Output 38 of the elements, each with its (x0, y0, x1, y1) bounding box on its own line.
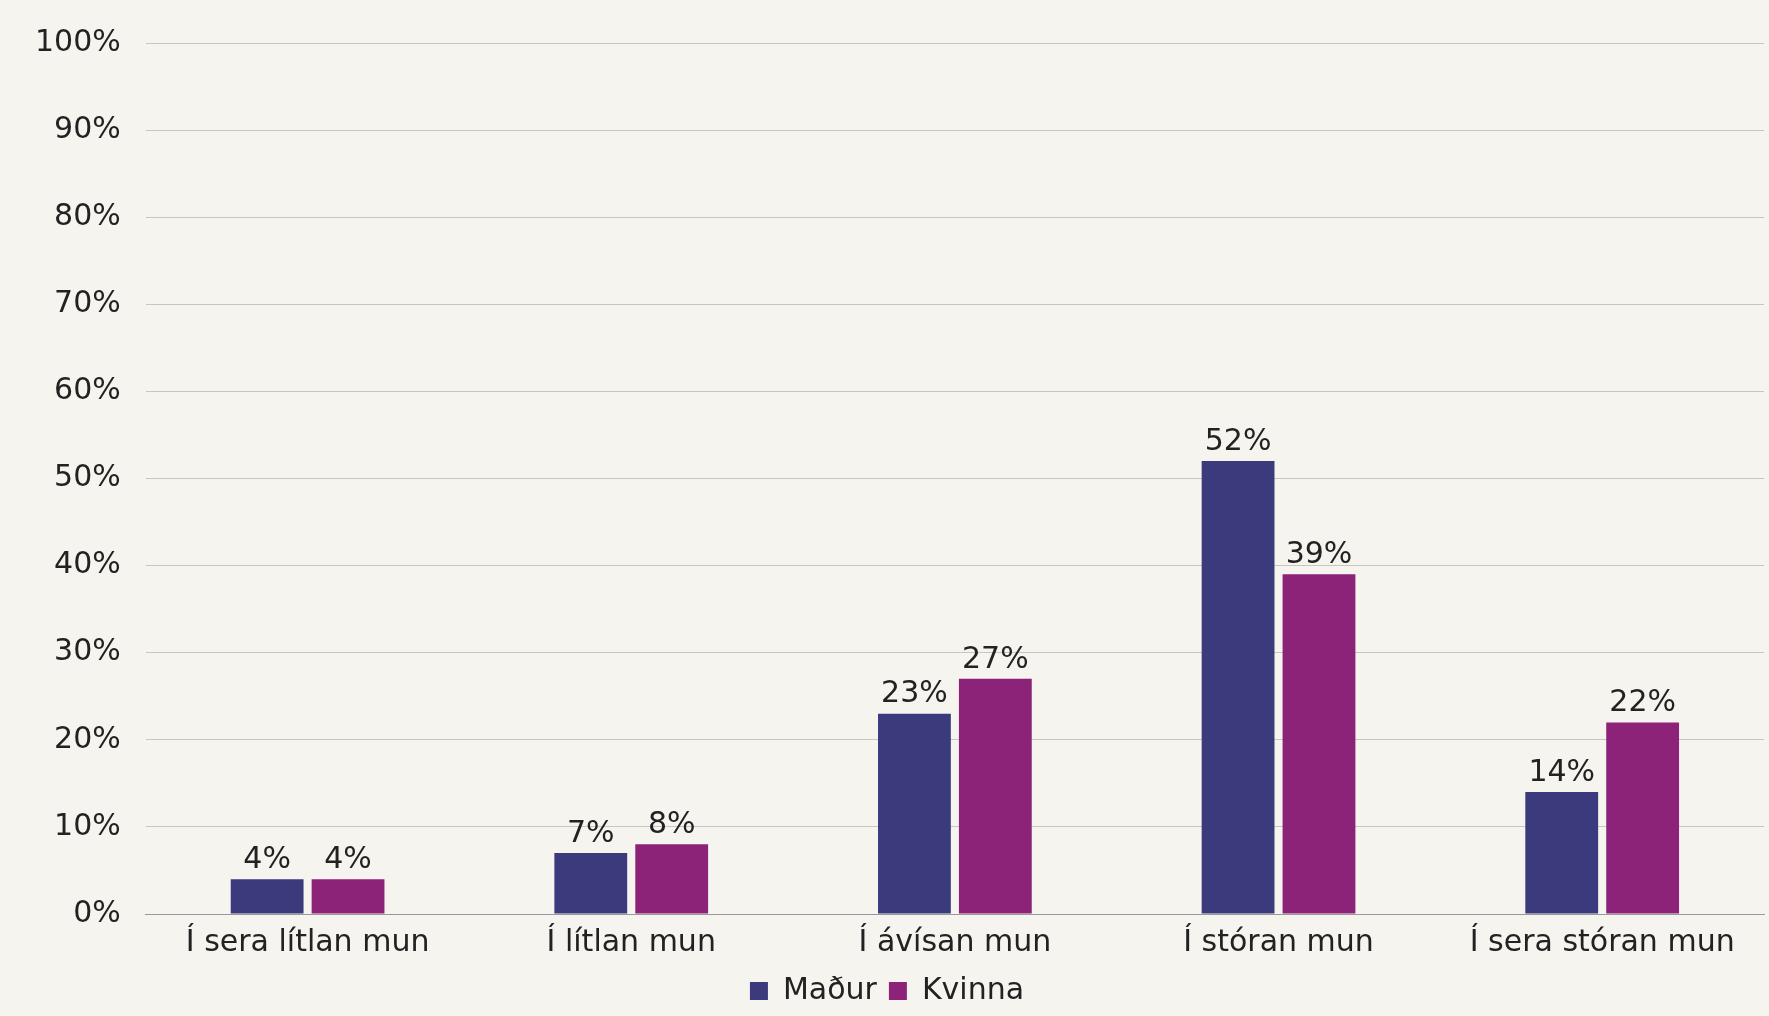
y-tick-label: 100% (34, 22, 121, 58)
y-tick-label: 20% (54, 719, 121, 755)
data-label: 7% (566, 813, 615, 849)
bar (635, 844, 709, 914)
bar (1525, 792, 1599, 914)
legend-label: Maður (782, 970, 878, 1006)
x-tick-label: Í lítlan mun (546, 922, 716, 958)
data-label: 8% (647, 805, 696, 841)
x-tick-label: Í ávísan mun (858, 922, 1052, 958)
data-label: 4% (324, 839, 372, 875)
bar (1282, 574, 1356, 914)
bar (230, 879, 304, 914)
bar (1606, 722, 1680, 914)
data-label: 27% (962, 639, 1029, 675)
legend-label: Kvinna (921, 970, 1025, 1006)
x-tick-label: Í stóran mun (1183, 922, 1374, 958)
y-tick-label: 10% (54, 806, 121, 842)
data-label: 23% (881, 674, 948, 710)
data-label: 4% (243, 839, 291, 875)
y-tick-label: 40% (54, 545, 121, 581)
data-label: 14% (1528, 752, 1596, 788)
data-label: 22% (1609, 683, 1676, 719)
data-label: 52% (1204, 421, 1272, 457)
y-tick-label: 60% (54, 371, 121, 407)
y-tick-label: 0% (73, 893, 121, 929)
bar (311, 879, 385, 914)
data-label: 39% (1285, 535, 1353, 571)
y-tick-label: 90% (54, 109, 121, 145)
x-tick-label: Í sera lítlan mun (185, 922, 430, 958)
y-tick-label: 70% (54, 284, 121, 320)
y-tick-label: 80% (54, 197, 121, 232)
bar (958, 678, 1032, 914)
y-tick-label: 30% (54, 632, 121, 668)
bar (554, 853, 628, 914)
bar (878, 713, 951, 914)
bar (1201, 461, 1275, 914)
y-tick-label: 50% (54, 458, 121, 494)
x-tick-label: Í sera stóran mun (1469, 922, 1735, 958)
